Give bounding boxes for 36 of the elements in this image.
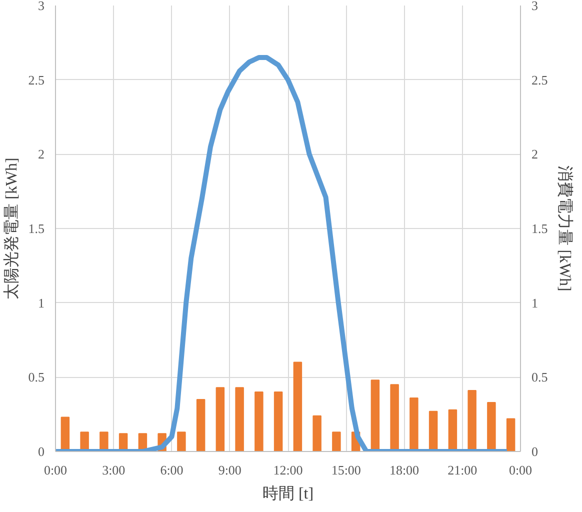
y2-tick-label: 3 [532, 0, 538, 13]
x-tick-label: 21:00 [448, 462, 478, 478]
y-tick-label: 3 [38, 0, 44, 13]
bar [254, 392, 264, 452]
y2-tick-label: 1 [532, 295, 538, 310]
bar [293, 362, 302, 452]
y2-tick-label: 0 [532, 444, 538, 459]
y2-tick-label: 0.5 [532, 370, 548, 385]
x-tick-label: 9:00 [218, 462, 242, 478]
x-tick-label: 18:00 [389, 462, 420, 478]
y2-tick-label: 1.5 [532, 221, 548, 236]
bar [312, 415, 322, 452]
y2-axis-title: 消費電力量 [kWh] [556, 166, 574, 292]
bar [274, 392, 283, 452]
bar [332, 432, 341, 452]
x-axis-title: 時間 [t] [262, 484, 314, 502]
y-tick-label: 1.5 [28, 221, 44, 236]
y-tick-label: 2.5 [28, 72, 44, 88]
y-tick-label: 1 [38, 295, 44, 310]
bar [506, 418, 516, 452]
y-tick-label: 0 [38, 444, 44, 459]
x-tick-label: 0:00 [44, 462, 68, 478]
y2-tick-label: 2 [532, 146, 538, 162]
bar [235, 387, 244, 452]
y2-tick-label: 2.5 [532, 72, 548, 88]
bar [196, 398, 206, 452]
y-tick-label: 2 [38, 146, 44, 162]
x-tick-label: 0:00 [508, 462, 532, 478]
bar [177, 432, 186, 452]
x-tick-label: 6:00 [160, 462, 184, 478]
bar [216, 387, 225, 452]
y-axis-title: 太陽光発電量 [kWh] [2, 158, 20, 300]
x-tick-label: 3:00 [102, 462, 126, 478]
x-tick-label: 12:00 [273, 462, 303, 478]
y-tick-label: 0.5 [28, 370, 44, 385]
x-tick-label: 15:00 [331, 462, 361, 478]
